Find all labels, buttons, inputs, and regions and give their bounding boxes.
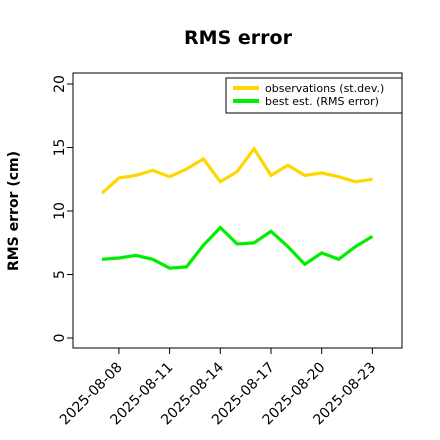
chart-title: RMS error <box>184 27 293 49</box>
series-line-observations <box>100 145 373 195</box>
y-tick-label: 5 <box>52 270 68 279</box>
legend-box <box>225 77 403 114</box>
y-tick-label: 20 <box>52 75 68 93</box>
legend: observations (st.dev.) best est. (RMS er… <box>225 77 403 114</box>
x-axis: 2025-08-082025-08-112025-08-142025-08-17… <box>57 348 379 428</box>
legend-label-observations: observations (st.dev.) <box>265 82 384 95</box>
y-tick-label: 0 <box>52 334 68 343</box>
plot-area <box>72 72 403 349</box>
series-lines <box>100 145 374 270</box>
y-tick-label: 10 <box>52 202 68 220</box>
series-line-best-estimate <box>101 225 374 270</box>
y-axis: 0 5 10 15 20 <box>52 75 73 342</box>
legend-label-best-estimate: best est. (RMS error) <box>265 95 379 108</box>
y-tick-label: 15 <box>52 139 68 157</box>
y-axis-label: RMS error (cm) <box>6 151 22 271</box>
